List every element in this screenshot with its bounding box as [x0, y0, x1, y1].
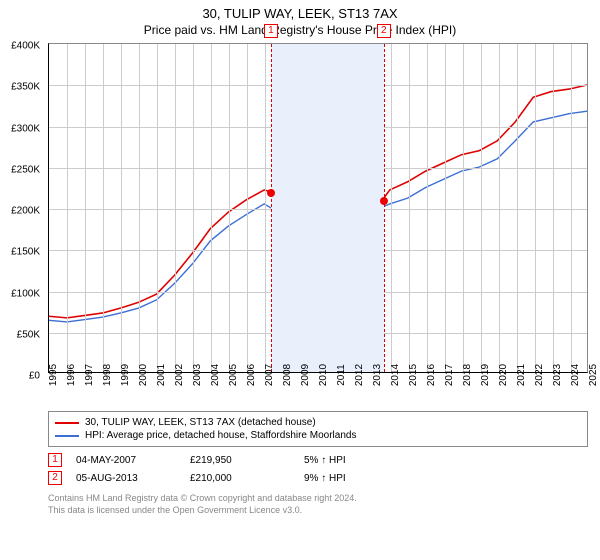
- sale-delta: 5% ↑ HPI: [304, 455, 404, 466]
- sale-date: 05-AUG-2013: [76, 473, 176, 484]
- legend-swatch: [55, 435, 79, 437]
- sale-row: 2 05-AUG-2013 £210,000 9% ↑ HPI: [48, 469, 588, 487]
- legend-label: HPI: Average price, detached house, Staf…: [85, 430, 356, 441]
- x-axis: 1995199619971998199920002001200220032004…: [48, 373, 588, 407]
- chart-subtitle: Price paid vs. HM Land Registry's House …: [0, 21, 600, 43]
- sale-price: £210,000: [190, 473, 290, 484]
- legend-item: 30, TULIP WAY, LEEK, ST13 7AX (detached …: [55, 416, 581, 429]
- sale-marker: 1: [48, 453, 62, 467]
- sale-date: 04-MAY-2007: [76, 455, 176, 466]
- sales-table: 1 04-MAY-2007 £219,950 5% ↑ HPI 2 05-AUG…: [48, 451, 588, 487]
- legend-label: 30, TULIP WAY, LEEK, ST13 7AX (detached …: [85, 417, 316, 428]
- y-axis: £0£50K£100K£150K£200K£250K£300K£350K£400…: [0, 46, 44, 376]
- sale-price: £219,950: [190, 455, 290, 466]
- chart-area: 12: [48, 43, 588, 373]
- sale-delta: 9% ↑ HPI: [304, 473, 404, 484]
- legend: 30, TULIP WAY, LEEK, ST13 7AX (detached …: [48, 411, 588, 447]
- footer: Contains HM Land Registry data © Crown c…: [48, 493, 588, 516]
- footer-line: This data is licensed under the Open Gov…: [48, 505, 588, 517]
- footer-line: Contains HM Land Registry data © Crown c…: [48, 493, 588, 505]
- legend-swatch: [55, 422, 79, 424]
- legend-item: HPI: Average price, detached house, Staf…: [55, 429, 581, 442]
- sale-marker: 2: [48, 471, 62, 485]
- chart-title: 30, TULIP WAY, LEEK, ST13 7AX: [0, 0, 600, 21]
- sale-row: 1 04-MAY-2007 £219,950 5% ↑ HPI: [48, 451, 588, 469]
- figure: 30, TULIP WAY, LEEK, ST13 7AX Price paid…: [0, 0, 600, 560]
